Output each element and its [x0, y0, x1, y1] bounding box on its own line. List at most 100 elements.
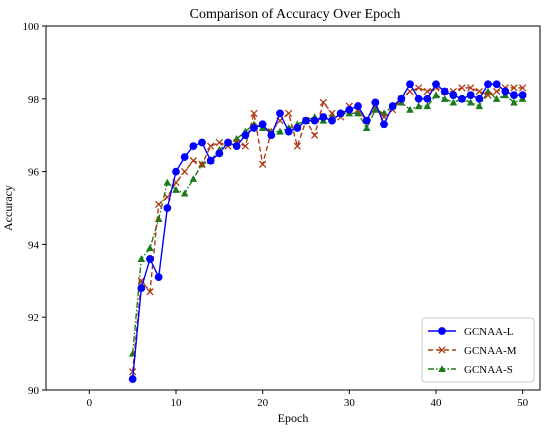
legend-item-gcnaa-l: GCNAA-L	[428, 326, 514, 338]
legend-marker	[438, 327, 446, 335]
y-axis: 90 92 94 96 98 100	[23, 21, 46, 397]
data-point-gcnaa-l	[180, 153, 189, 161]
data-point-gcnaa-s	[510, 98, 518, 106]
series-gcnaa-s	[128, 87, 527, 357]
data-point-gcnaa-l	[414, 94, 423, 103]
data-point-gcnaa-m	[259, 160, 267, 168]
legend-marker	[438, 346, 446, 354]
data-point-gcnaa-m	[475, 87, 483, 96]
data-point-gcnaa-m	[293, 142, 301, 150]
data-point-gcnaa-s	[440, 95, 449, 102]
data-point-gcnaa-l	[510, 91, 518, 100]
x-tick-label: 10	[171, 397, 183, 409]
data-point-gcnaa-l	[388, 102, 397, 110]
data-point-gcnaa-s	[492, 95, 501, 102]
data-point-gcnaa-l	[440, 87, 449, 96]
legend: GCNAA-L GCNAA-M GCNAA-S	[421, 317, 535, 383]
legend-box	[421, 317, 535, 383]
series-line-gcnaa-s	[131, 90, 523, 354]
data-point-gcnaa-l	[284, 127, 293, 136]
data-point-gcnaa-l	[172, 167, 180, 176]
data-point-gcnaa-l	[518, 91, 527, 100]
data-point-gcnaa-l	[267, 131, 276, 140]
data-point-gcnaa-s	[449, 98, 458, 106]
data-point-gcnaa-l	[293, 124, 302, 132]
x-tick-label: 0	[87, 397, 93, 409]
data-point-gcnaa-l	[258, 120, 267, 129]
x-tick-label: 30	[344, 397, 356, 409]
data-point-gcnaa-s	[475, 102, 484, 110]
data-point-gcnaa-l	[432, 80, 440, 89]
data-point-gcnaa-l	[319, 113, 328, 121]
data-point-gcnaa-l	[154, 273, 163, 282]
data-point-gcnaa-l	[232, 142, 241, 151]
data-point-gcnaa-l	[449, 91, 458, 100]
data-point-gcnaa-l	[458, 94, 466, 103]
data-point-gcnaa-s	[180, 189, 189, 197]
data-point-gcnaa-s	[172, 186, 180, 193]
data-point-gcnaa-s	[163, 178, 172, 186]
data-point-gcnaa-s	[414, 102, 423, 110]
x-axis: 0 10 20 30 40 50	[87, 390, 529, 409]
legend-item-gcnaa-m: GCNAA-M	[428, 345, 517, 357]
data-point-gcnaa-m	[319, 98, 327, 107]
data-point-gcnaa-m	[467, 84, 475, 92]
legend-label: GCNAA-S	[464, 364, 513, 376]
data-point-gcnaa-m	[189, 157, 197, 165]
data-point-gcnaa-l	[224, 138, 232, 147]
y-tick-label: 96	[28, 167, 40, 179]
data-point-gcnaa-m	[519, 84, 527, 92]
data-point-gcnaa-l	[310, 116, 319, 125]
data-point-gcnaa-s	[154, 215, 163, 222]
data-point-gcnaa-l	[475, 94, 484, 103]
data-point-gcnaa-m	[155, 200, 163, 209]
data-point-gcnaa-l	[371, 98, 380, 107]
data-point-gcnaa-l	[302, 116, 310, 125]
data-point-gcnaa-m	[146, 288, 154, 296]
data-point-gcnaa-l	[215, 149, 224, 158]
series-line-gcnaa-m	[131, 87, 523, 372]
plot-frame	[45, 25, 541, 391]
data-point-gcnaa-m	[215, 138, 223, 147]
y-tick-label: 98	[28, 94, 40, 106]
data-point-gcnaa-m	[493, 87, 501, 96]
data-point-gcnaa-m	[181, 167, 189, 176]
data-point-gcnaa-l	[362, 116, 371, 125]
data-point-gcnaa-m	[285, 109, 293, 118]
data-point-gcnaa-m	[423, 87, 431, 96]
data-point-gcnaa-l	[163, 204, 172, 212]
legend-marker	[438, 365, 446, 373]
series-gcnaa-l	[128, 80, 527, 383]
x-tick-label: 50	[517, 397, 529, 409]
data-point-gcnaa-l	[276, 109, 284, 118]
legend-item-gcnaa-s: GCNAA-S	[428, 364, 513, 376]
data-point-gcnaa-l	[250, 124, 258, 132]
legend-label: GCNAA-M	[464, 345, 517, 357]
y-tick-label: 92	[28, 312, 39, 324]
data-point-gcnaa-l	[501, 87, 510, 96]
data-point-gcnaa-s	[423, 102, 432, 110]
data-point-gcnaa-l	[189, 142, 198, 151]
data-point-gcnaa-m	[241, 142, 249, 150]
data-point-gcnaa-l	[128, 375, 137, 383]
x-tick-label: 20	[257, 397, 269, 409]
y-tick-label: 100	[23, 21, 40, 33]
data-point-gcnaa-l	[484, 80, 492, 89]
data-point-gcnaa-l	[146, 255, 154, 263]
data-point-gcnaa-l	[397, 94, 406, 103]
data-point-gcnaa-m	[207, 142, 215, 150]
y-axis-label: Accuracy	[1, 185, 15, 231]
data-point-gcnaa-l	[137, 284, 146, 292]
data-point-gcnaa-l	[466, 91, 475, 100]
data-point-gcnaa-l	[336, 109, 345, 118]
data-point-gcnaa-s	[432, 91, 440, 99]
data-point-gcnaa-m	[406, 87, 414, 96]
data-point-gcnaa-l	[423, 94, 432, 103]
data-point-gcnaa-l	[328, 116, 336, 125]
data-point-gcnaa-s	[146, 244, 154, 252]
data-point-gcnaa-l	[354, 102, 362, 110]
data-point-gcnaa-l	[380, 120, 388, 129]
data-point-gcnaa-l	[345, 105, 354, 114]
